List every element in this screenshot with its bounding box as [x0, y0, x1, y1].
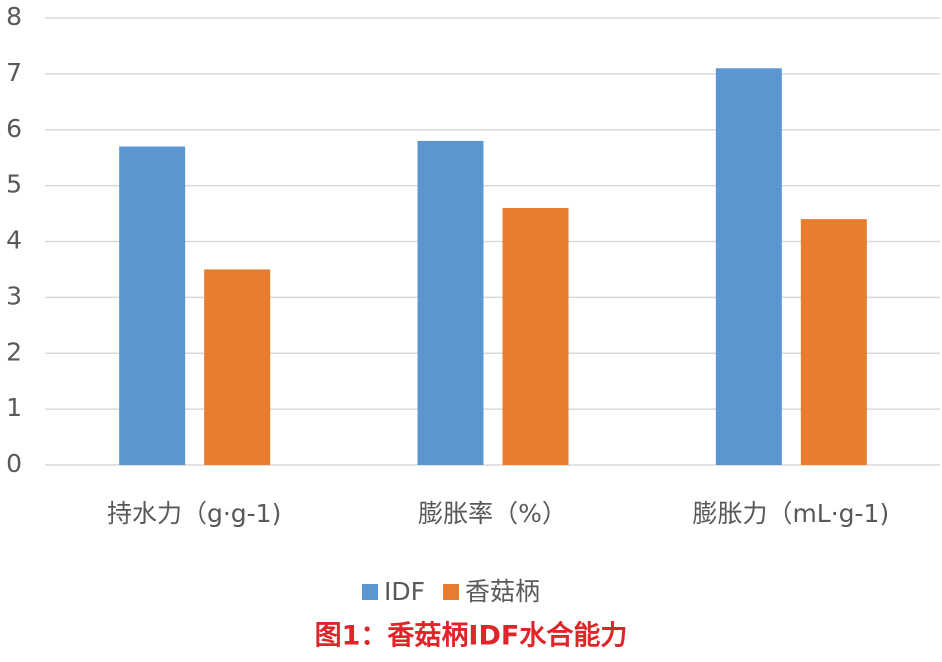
bar [204, 269, 271, 465]
bar [417, 140, 484, 466]
y-tick-label: 3 [6, 281, 22, 310]
y-tick-label: 0 [6, 449, 22, 478]
y-tick-label: 2 [6, 337, 22, 366]
y-tick-label: 7 [6, 58, 22, 87]
y-tick-label: 5 [6, 170, 22, 199]
bar [119, 146, 186, 465]
bar [715, 68, 782, 465]
bar [800, 219, 867, 465]
chart-title: 图1：香菇柄IDF水合能力 [315, 620, 628, 652]
legend-swatch [443, 584, 460, 600]
y-tick-label: 6 [6, 114, 22, 143]
y-tick-label: 1 [6, 393, 22, 422]
x-tick-label: 膨胀率（%） [418, 499, 567, 528]
bar [502, 207, 569, 465]
x-tick-label: 持水力（g·g-1) [107, 499, 281, 528]
x-tick-label: 膨胀力（mL·g-1) [692, 499, 889, 528]
legend-label: 香菇柄 [465, 577, 540, 606]
y-tick-label: 8 [6, 2, 22, 31]
y-tick-label: 4 [6, 226, 22, 255]
legend-label: IDF [384, 577, 425, 606]
legend-swatch [362, 584, 378, 600]
